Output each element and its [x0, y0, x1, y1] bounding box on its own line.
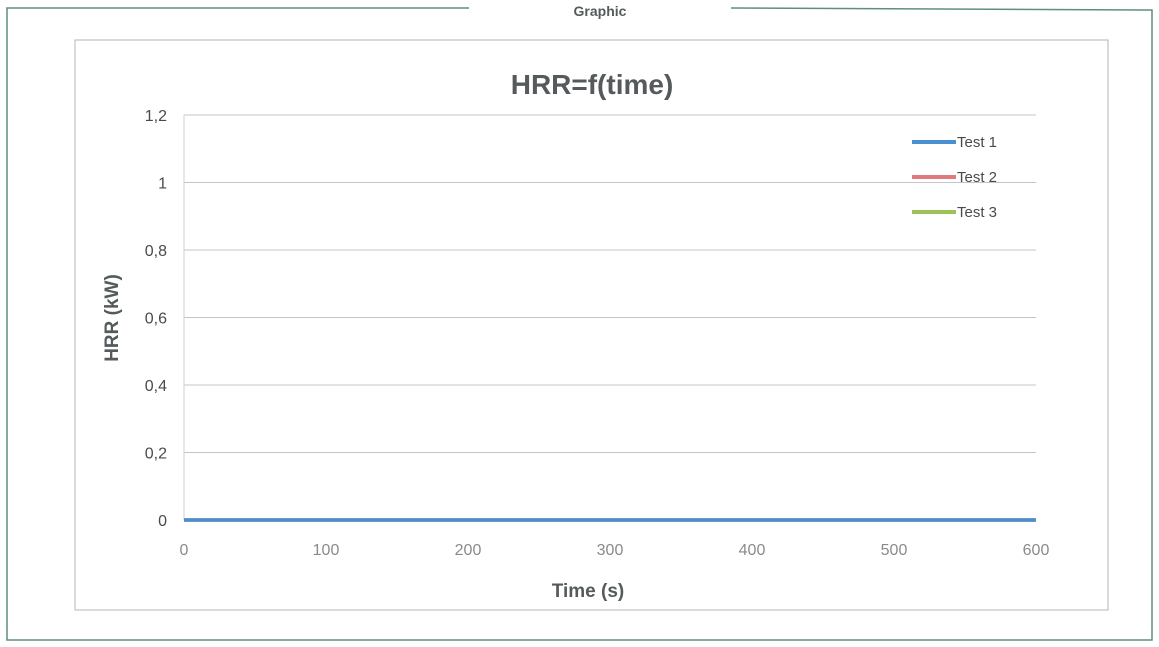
y-tick-label: 0,6 [145, 311, 167, 328]
y-tick-label: 1,2 [145, 108, 167, 125]
x-tick-label: 200 [455, 542, 482, 559]
x-tick-label: 0 [180, 542, 189, 559]
x-tick-label: 100 [313, 542, 340, 559]
gridlines [184, 114, 1036, 453]
chart-area [74, 39, 1109, 611]
y-axis-title: HRR (kW) [102, 274, 123, 362]
chart-title: HRR=f(time) [511, 69, 674, 100]
legend-label: Test 1 [957, 134, 997, 151]
section-label: Graphic [469, 3, 731, 19]
y-tick-label: 0,2 [145, 446, 167, 463]
y-tick-label: 0 [158, 513, 167, 530]
x-tick-label: 500 [881, 542, 908, 559]
y-tick-label: 1 [158, 176, 167, 193]
legend-label: Test 2 [957, 169, 997, 186]
frame-border [6, 7, 1153, 641]
legend-label: Test 3 [957, 204, 997, 221]
y-tick-label: 0,4 [145, 378, 167, 395]
tick-labels: 0 0,2 0,4 0,6 0,8 1 1,2 0 100 200 300 400 500 600 [145, 108, 1050, 559]
y-tick-label: 0,8 [145, 243, 167, 260]
x-tick-label: 400 [739, 542, 766, 559]
legend: Test 1 Test 2 Test 3 [912, 134, 997, 221]
x-tick-label: 300 [597, 542, 624, 559]
x-axis-title: Time (s) [552, 581, 625, 602]
x-tick-label: 600 [1023, 542, 1050, 559]
